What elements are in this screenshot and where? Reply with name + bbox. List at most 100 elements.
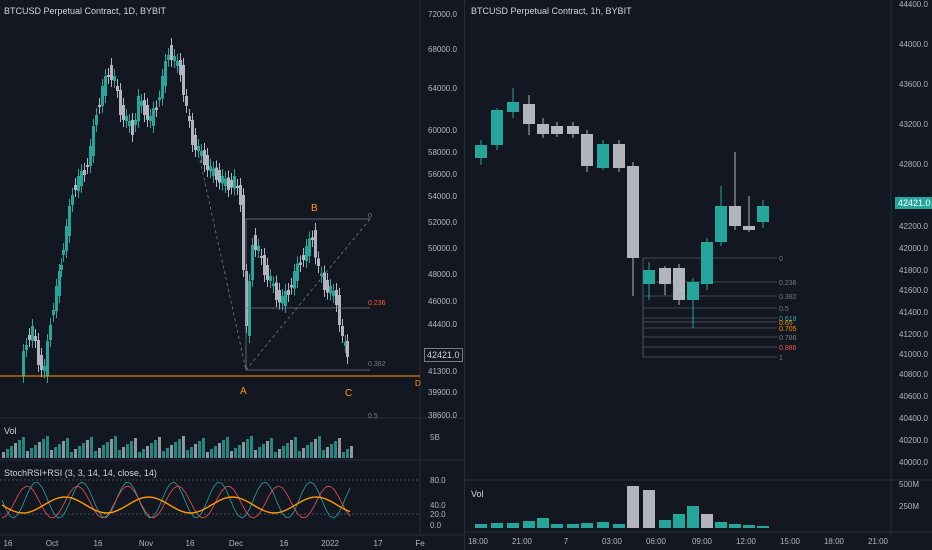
right-volume-tick: 500M [899,480,919,489]
right-candlestick-series [475,88,769,328]
left-volume-bar [182,436,185,458]
left-candle-body [155,107,158,110]
left-candle-body [314,230,317,258]
left-candle-body [43,366,46,371]
right-candle-body [701,242,713,284]
left-volume-bar [30,448,33,458]
right-volume-bar [523,521,535,528]
right-current-price-badge: 42421.0 [895,197,932,209]
left-candle-body [215,167,218,180]
left-candle-body [263,255,266,275]
left-time-tick: 17 [374,539,383,548]
left-candle-body [338,295,341,325]
left-volume-bar [350,446,353,458]
left-candle-body [176,61,179,66]
left-chart-pane[interactable]: BTCUSD Perpetual Contract, 1D, BYBIT A B C… [0,0,465,550]
left-volume-bar [258,447,261,458]
left-candle-body [335,290,338,305]
right-volume-bar [551,524,563,528]
left-candle-body [110,65,113,80]
left-volume-bar [74,449,77,458]
right-price-tick: 41600.0 [899,286,928,295]
left-time-tick: 2022 [321,539,339,548]
left-candle-body [209,166,212,171]
right-price-tick: 42800.0 [899,160,928,169]
right-candle-body [523,104,535,124]
right-chart-pane[interactable]: BTCUSD Perpetual Contract, 1h, BYBIT 0 0.… [465,0,932,550]
left-volume-bar [202,438,205,458]
left-chart-title: BTCUSD Perpetual Contract, 1D, BYBIT [4,6,167,16]
right-candle-body [673,268,685,300]
left-fib-label-236: 0.236 [368,300,386,307]
left-volume-bar [2,452,5,458]
right-time-tick: 09:00 [692,537,713,546]
right-fib-label: 0.382 [779,294,797,301]
left-volume-bar [326,447,329,458]
right-volume-bar [743,525,755,528]
right-volume-bar [715,522,727,528]
left-candle-body [22,351,25,376]
left-price-tick: 60000.0 [428,126,457,135]
left-price-tick: 46000.0 [428,297,457,306]
left-candle-body [299,262,302,265]
left-candle-body [269,276,272,281]
left-volume-bar [86,440,89,458]
left-indicator-tick: 20.0 [430,510,446,519]
right-time-tick: 15:00 [780,537,801,546]
right-candle-body [567,126,579,134]
left-price-axis: 72000.0 68000.0 64000.0 60000.0 58000.0 56000… [428,10,457,420]
left-volume-bar [194,444,197,458]
left-stoch-k-line [1,481,351,519]
left-price-tick: 52000.0 [428,218,457,227]
left-volume-bar [190,447,193,458]
left-volume-bar [206,452,209,458]
left-chart-canvas[interactable]: A B C D 0 0.236 0.382 0.5 5B 80.0 40.020.0 0.0 72… [0,0,464,550]
right-volume-bar [701,514,713,528]
left-candle-body [40,355,43,370]
left-volume-bar [106,442,109,458]
right-chart-canvas[interactable]: 00.2360.3820.50.6180.650.7050.7860.8861 … [465,0,932,550]
left-volume-bar [170,445,173,458]
left-volume-bar [218,443,221,458]
left-candle-body [164,61,167,86]
left-volume-bar [314,439,317,458]
left-candle-body [287,290,290,295]
left-candle-body [107,75,110,77]
left-candle-body [346,341,349,357]
right-candle-body [627,166,639,258]
left-candle-body [86,165,89,167]
left-price-tick: 38600.0 [428,411,457,420]
left-volume-bar [22,437,25,458]
left-volume-axis-label: 5B [430,433,440,442]
left-volume-bar [14,443,17,458]
right-time-tick: 18:00 [468,537,489,546]
right-volume-bar [537,518,549,528]
right-price-tick: 41400.0 [899,308,928,317]
left-price-tick: 41300.0 [428,367,457,376]
left-candle-body [98,105,101,107]
left-volume-label: Vol [4,426,17,436]
left-candle-body [122,105,125,120]
left-volume-bar [98,448,101,458]
left-volume-bar [274,452,277,458]
left-candle-body [197,146,200,151]
right-candle-body [757,206,769,222]
left-volume-bar [50,450,53,458]
left-volume-bar [66,438,69,458]
right-candle-body [643,270,655,284]
left-candle-body [83,170,86,175]
left-candle-body [260,256,263,258]
right-candle-body [507,102,519,112]
left-candle-body [68,206,71,236]
left-candle-body [188,116,191,121]
left-volume-bar [34,445,37,458]
left-candle-body [182,65,185,95]
right-fib-label: 0.65 [779,320,793,327]
right-volume-bar [687,506,699,528]
left-candle-body [185,96,188,106]
left-volume-bar [154,440,157,458]
left-candle-body [95,115,98,125]
left-candle-body [266,265,269,280]
left-candle-body [158,97,161,100]
left-price-tick: 64000.0 [428,84,457,93]
